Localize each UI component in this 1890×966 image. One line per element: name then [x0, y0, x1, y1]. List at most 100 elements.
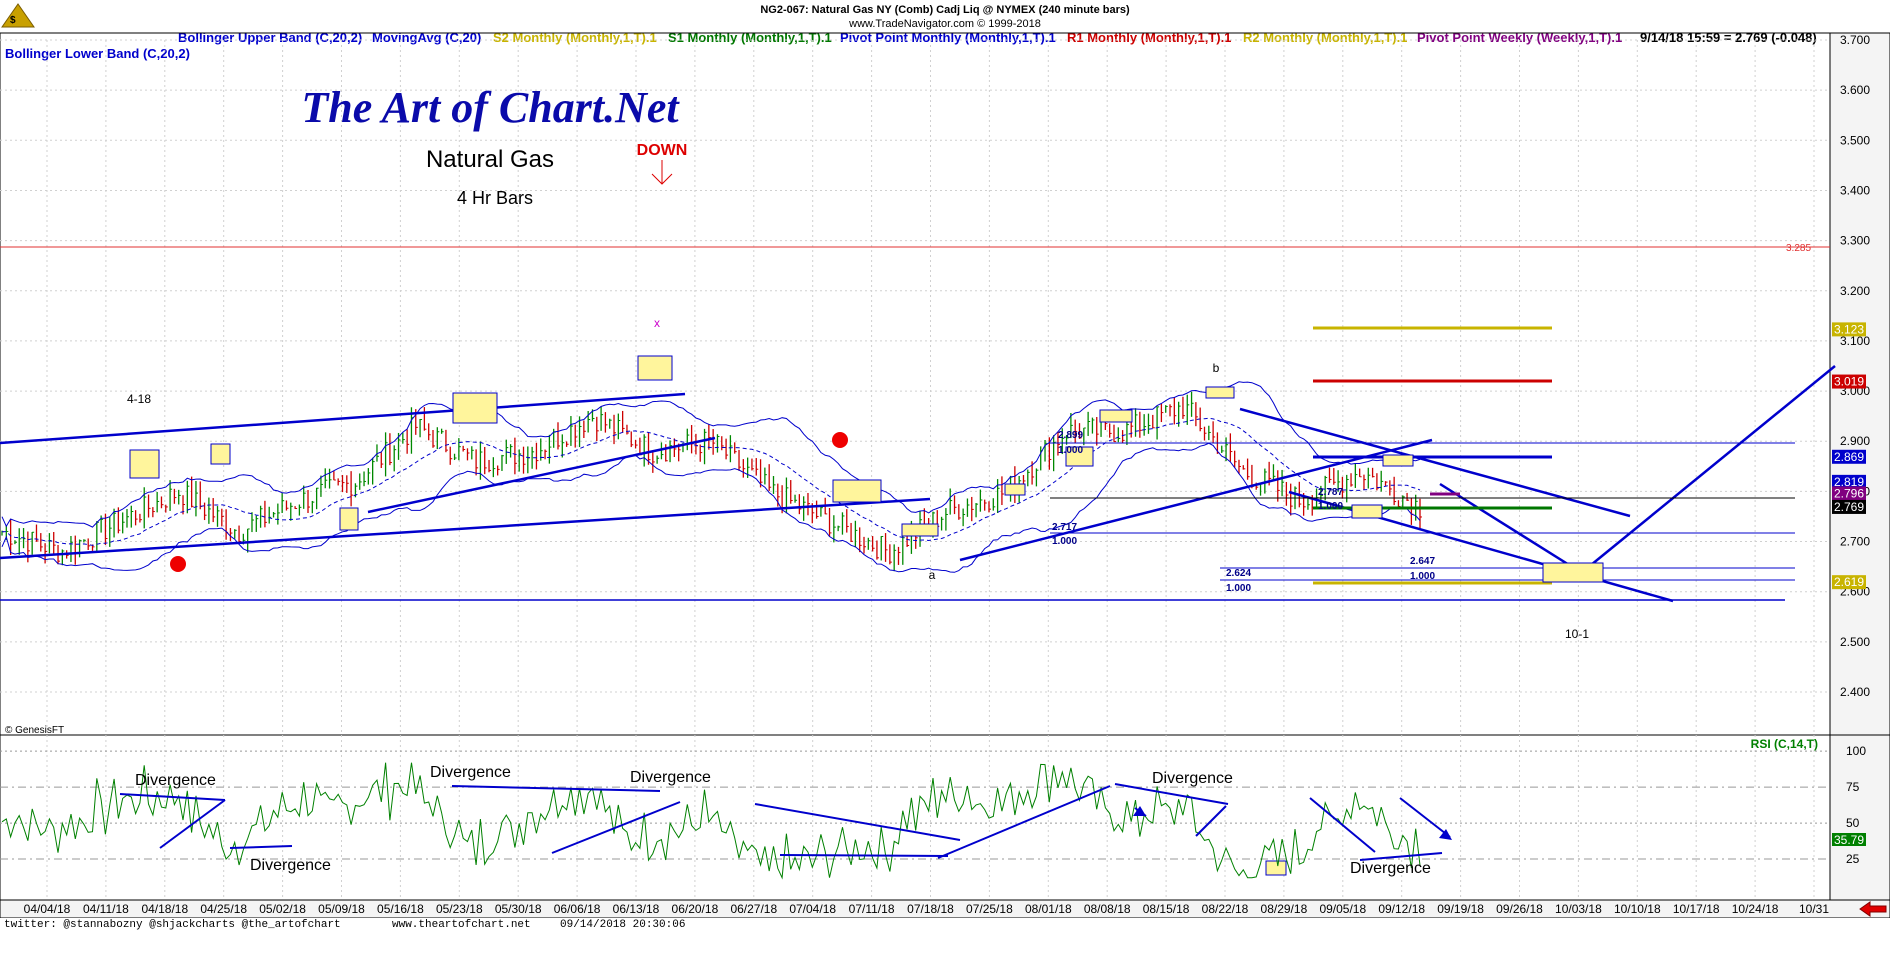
legend-item: 9/14/18 15:59 = 2.769 (-0.048) — [1640, 30, 1817, 45]
x-tick-label: 09/05/18 — [1319, 902, 1366, 916]
x-tick-label: 07/11/18 — [849, 902, 895, 916]
chart-subtitle: 4 Hr Bars — [457, 188, 533, 208]
x-tick-label: 06/27/18 — [730, 902, 777, 916]
x-tick-label: 06/13/18 — [613, 902, 660, 916]
x-tick-label: 08/01/18 — [1025, 902, 1072, 916]
divergence-label: Divergence — [430, 764, 511, 781]
price-badge-value: 2.619 — [1834, 575, 1864, 589]
brand-logo: The Art of Chart.Net — [301, 83, 680, 132]
down-arrow-icon — [651, 160, 673, 185]
rsi-tick-label: 75 — [1846, 780, 1860, 794]
x-tick-label: 05/02/18 — [259, 902, 306, 916]
y-tick-label: 2.700 — [1840, 535, 1870, 549]
divergence-label: Divergence — [630, 769, 711, 786]
x-tick-label: 08/15/18 — [1143, 902, 1190, 916]
x-tick-label: 05/23/18 — [436, 902, 483, 916]
rsi-current-value: 35.79 — [1834, 833, 1864, 847]
scroll-right-arrow-icon[interactable] — [1858, 900, 1888, 918]
divergence-label: Divergence — [1350, 860, 1431, 877]
legend-item: R2 Monthly (Monthly,1,T).1 — [1243, 30, 1407, 45]
down-label: DOWN — [637, 142, 688, 159]
rsi-axis — [1829, 734, 1890, 901]
rsi-line — [1, 762, 1421, 880]
date-note-oct1: 10-1 — [1565, 627, 1589, 641]
date-axis-ticks: 04/04/18 04/11/18 04/18/18 04/25/18 05/02/18… — [24, 902, 1830, 916]
price-badge — [1832, 322, 1866, 337]
price-badge-value: 2.869 — [1834, 450, 1864, 464]
fib-1000: 1.000 — [1410, 571, 1435, 582]
rsi-tick-label: 50 — [1846, 816, 1860, 830]
price-badge — [1832, 499, 1866, 514]
price-badge — [1832, 474, 1866, 489]
red-marker — [170, 556, 186, 572]
x-tick-label: 05/30/18 — [495, 902, 542, 916]
chart-title: Natural Gas — [426, 146, 554, 173]
fib-1000: 1.000 — [1058, 445, 1083, 456]
highlight-boxes — [129, 355, 1604, 876]
x-tick-label: 09/12/18 — [1378, 902, 1425, 916]
rsi-tick-label: 25 — [1846, 852, 1860, 866]
y-tick-label: 2.500 — [1840, 635, 1870, 649]
y-tick-label: 3.200 — [1840, 284, 1870, 298]
price-badge — [1832, 449, 1866, 464]
y-tick-label: 3.400 — [1840, 183, 1870, 197]
x-tick-label: 10/03/18 — [1555, 902, 1602, 916]
legend-item: Bollinger Upper Band (C,20,2) — [178, 30, 362, 45]
x-tick-label: 08/29/18 — [1261, 902, 1308, 916]
legend-item: S1 Monthly (Monthly,1,T).1 — [668, 30, 832, 45]
fib-1000: 1.000 — [1226, 583, 1251, 594]
divergence-label: Divergence — [250, 857, 331, 874]
rsi-panel — [0, 734, 1831, 901]
x-tick-label: 08/22/18 — [1202, 902, 1249, 916]
y-tick-label: 3.600 — [1840, 83, 1870, 97]
chart-header-title: NG2-067: Natural Gas NY (Comb) Cadj Liq … — [760, 4, 1130, 16]
divergence-label: Divergence — [1152, 770, 1233, 787]
price-panel — [0, 32, 1831, 736]
price-badge — [1832, 575, 1866, 590]
level-lines — [0, 326, 1795, 601]
tradenavigator-logo: $ — [1, 3, 35, 28]
rsi-tick-label: 100 — [1846, 744, 1866, 758]
chart-header-copyright: www.TradeNavigator.com © 1999-2018 — [848, 18, 1041, 30]
x-tick-label: 09/19/18 — [1437, 902, 1484, 916]
price-grid — [0, 39, 1830, 900]
fib-labels: 2.899 1.000 2.717 1.000 2.787 1.000 2.62… — [1052, 430, 1435, 594]
rsi-trendlines — [119, 783, 1451, 861]
y-tick-label: 2.400 — [1840, 685, 1870, 699]
y-tick-label: 3.100 — [1840, 334, 1870, 348]
price-badge-value: 3.123 — [1834, 322, 1864, 336]
x-tick-label: 10/31 — [1799, 902, 1829, 916]
price-badge-value: 2.796 — [1834, 486, 1864, 500]
footer-timestamp: 09/14/2018 20:30:06 — [560, 919, 686, 931]
legend-item: MovingAvg (C,20) — [372, 30, 481, 45]
x-tick-label: 05/16/18 — [377, 902, 424, 916]
date-note-apr18: 4-18 — [127, 392, 151, 406]
x-tick-label: 07/18/18 — [907, 902, 954, 916]
y-tick-label: 3.500 — [1840, 133, 1870, 147]
price-badge-value: 2.819 — [1834, 475, 1864, 489]
x-tick-label: 10/24/18 — [1732, 902, 1779, 916]
x-tick-label: 07/04/18 — [789, 902, 836, 916]
fib-1000: 1.000 — [1318, 501, 1343, 512]
x-tick-label: 07/25/18 — [966, 902, 1013, 916]
moving-average — [1, 417, 1421, 546]
red-level-label: 3.285 — [1786, 243, 1811, 254]
rsi-badge: 35.79 — [1832, 833, 1866, 847]
x-tick-label: 04/04/18 — [24, 902, 71, 916]
chart-canvas: $ NG2-067: Natural Gas NY (Comb) Cadj Li… — [0, 3, 1890, 919]
fib-1000: 1.000 — [1052, 536, 1077, 547]
price-badge — [1832, 486, 1866, 501]
fib-2787: 2.787 — [1318, 487, 1343, 498]
wave-x-label: x — [654, 316, 660, 330]
source-label: © GenesisFT — [5, 725, 64, 736]
x-tick-label: 04/25/18 — [200, 902, 247, 916]
y-tick-label: 2.900 — [1840, 434, 1870, 448]
bollinger-upper — [1, 381, 1421, 528]
x-tick-label: 10/10/18 — [1614, 902, 1661, 916]
rsi-series — [1, 762, 1421, 880]
wave-b-label: b — [1213, 361, 1220, 375]
footer-website: www.theartofchart.net — [392, 919, 531, 931]
footer-twitter: twitter: @stannabozny @shjackcharts @the… — [4, 919, 341, 931]
wave-a-label: a — [929, 568, 936, 582]
rsi-axis-ticks: 100 75 50 25 — [1846, 744, 1866, 866]
